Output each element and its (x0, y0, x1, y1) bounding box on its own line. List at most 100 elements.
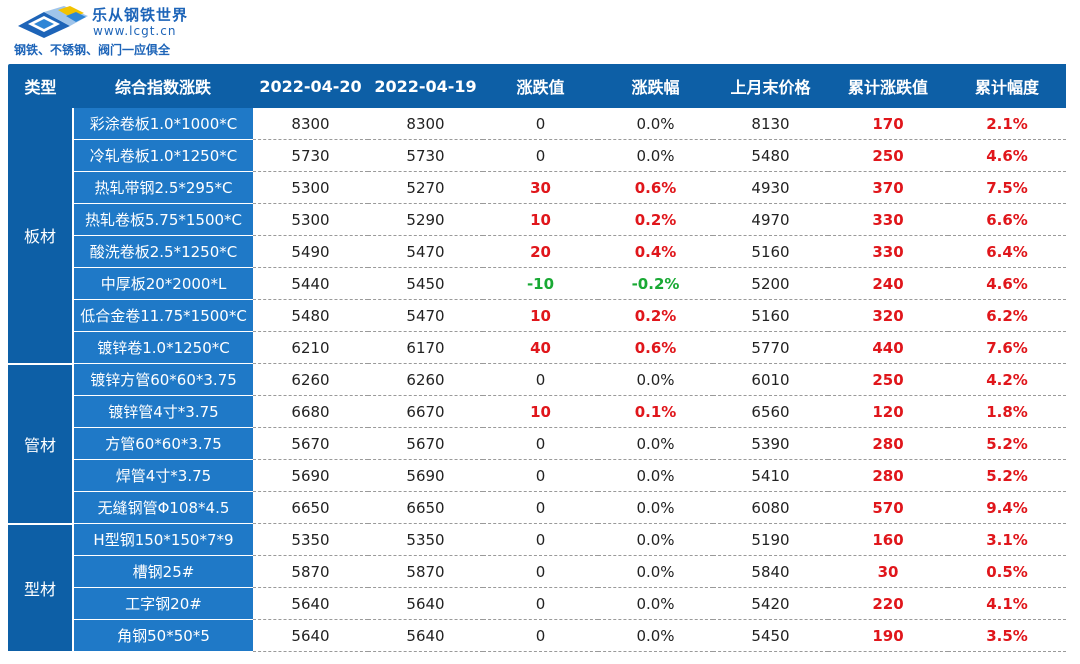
product-name[interactable]: 镀锌管4寸*3.75 (73, 395, 253, 428)
col-header-change-pct: 涨跌幅 (598, 64, 713, 108)
cum-pct: 3.5% (948, 619, 1066, 652)
product-name[interactable]: 角钢50*50*5 (73, 619, 253, 652)
price-date1: 5300 (253, 203, 368, 236)
col-header-cum-pct: 累计幅度 (948, 64, 1066, 108)
price-date1: 5640 (253, 619, 368, 652)
cum-change: 220 (828, 587, 948, 620)
price-date2: 5350 (368, 523, 483, 556)
category-cell: 管材 (8, 363, 74, 525)
table-body: 板材 彩涂卷板1.0*1000*C 8300 8300 0 0.0% 8130 170 2.1%… (8, 108, 1066, 653)
product-name[interactable]: 热轧带钢2.5*295*C (73, 171, 253, 204)
col-header-index: 综合指数涨跌 (73, 64, 253, 108)
cum-pct: 7.5% (948, 171, 1066, 204)
price-date2: 6170 (368, 331, 483, 364)
price-date2: 5640 (368, 587, 483, 620)
brand-url[interactable]: www.lcgt.cn (93, 24, 177, 38)
lcgt-logo-icon (18, 6, 88, 38)
brand-name[interactable]: 乐从钢铁世界 (92, 6, 189, 24)
cum-change: 330 (828, 203, 948, 236)
price-date2: 6260 (368, 363, 483, 396)
product-name[interactable]: 槽钢25# (73, 555, 253, 588)
change-value: 20 (483, 235, 598, 268)
change-value: 0 (483, 619, 598, 652)
product-name[interactable]: H型钢150*150*7*9 (73, 523, 253, 556)
price-date1: 8300 (253, 108, 368, 140)
cum-pct: 6.6% (948, 203, 1066, 236)
steel-price-table: 类型 综合指数涨跌 2022-04-20 2022-04-19 涨跌值 涨跌幅 … (8, 64, 1066, 653)
table-row: 角钢50*50*5 5640 5640 0 0.0% 5450 190 3.5% (8, 619, 1066, 652)
product-name[interactable]: 镀锌卷1.0*1250*C (73, 331, 253, 364)
cum-pct: 6.4% (948, 235, 1066, 268)
product-name[interactable]: 热轧卷板5.75*1500*C (73, 203, 253, 236)
table-row: 槽钢25# 5870 5870 0 0.0% 5840 30 0.5% (8, 555, 1066, 588)
price-date1: 6260 (253, 363, 368, 396)
site-header: 乐从钢铁世界 www.lcgt.cn 钢铁、不锈钢、阀门一应俱全 (0, 0, 1080, 62)
price-date1: 6650 (253, 491, 368, 524)
last-month-price: 5450 (713, 619, 828, 652)
price-date2: 5470 (368, 299, 483, 332)
col-header-date2: 2022-04-19 (368, 64, 483, 108)
table-row: 镀锌管4寸*3.75 6680 6670 10 0.1% 6560 120 1.8% (8, 395, 1066, 428)
change-value: 0 (483, 459, 598, 492)
cum-pct: 4.6% (948, 267, 1066, 300)
col-header-cum-change: 累计涨跌值 (828, 64, 948, 108)
change-pct: 0.0% (598, 427, 713, 460)
price-date2: 5640 (368, 619, 483, 652)
table-row: 方管60*60*3.75 5670 5670 0 0.0% 5390 280 5.2% (8, 427, 1066, 460)
product-name[interactable]: 酸洗卷板2.5*1250*C (73, 235, 253, 268)
table-row: 焊管4寸*3.75 5690 5690 0 0.0% 5410 280 5.2% (8, 459, 1066, 492)
change-value: 0 (483, 491, 598, 524)
price-date2: 5270 (368, 171, 483, 204)
product-name[interactable]: 镀锌方管60*60*3.75 (73, 363, 253, 396)
change-pct: 0.0% (598, 139, 713, 172)
change-pct: 0.0% (598, 108, 713, 140)
change-value: 0 (483, 108, 598, 140)
col-header-date1: 2022-04-20 (253, 64, 368, 108)
cum-pct: 1.8% (948, 395, 1066, 428)
change-value: 0 (483, 523, 598, 556)
cum-change: 250 (828, 139, 948, 172)
product-name[interactable]: 无缝钢管Φ108*4.5 (73, 491, 253, 524)
change-value: 30 (483, 171, 598, 204)
cum-pct: 3.1% (948, 523, 1066, 556)
col-header-change: 涨跌值 (483, 64, 598, 108)
product-name[interactable]: 冷轧卷板1.0*1250*C (73, 139, 253, 172)
cum-pct: 4.6% (948, 139, 1066, 172)
cum-pct: 9.4% (948, 491, 1066, 524)
cum-pct: 6.2% (948, 299, 1066, 332)
change-pct: 0.1% (598, 395, 713, 428)
table-row: 低合金卷11.75*1500*C 5480 5470 10 0.2% 5160 320 6.2… (8, 299, 1066, 332)
product-name[interactable]: 中厚板20*2000*L (73, 267, 253, 300)
price-date1: 5670 (253, 427, 368, 460)
table-header-row: 类型 综合指数涨跌 2022-04-20 2022-04-19 涨跌值 涨跌幅 … (8, 64, 1066, 108)
cum-change: 120 (828, 395, 948, 428)
cum-pct: 4.1% (948, 587, 1066, 620)
last-month-price: 8130 (713, 108, 828, 140)
last-month-price: 5480 (713, 139, 828, 172)
last-month-price: 5390 (713, 427, 828, 460)
change-pct: 0.0% (598, 523, 713, 556)
change-pct: 0.2% (598, 299, 713, 332)
category-cell: 型材 (8, 523, 74, 653)
product-name[interactable]: 方管60*60*3.75 (73, 427, 253, 460)
change-pct: -0.2% (598, 267, 713, 300)
change-pct: 0.0% (598, 459, 713, 492)
product-name[interactable]: 彩涂卷板1.0*1000*C (73, 108, 253, 140)
price-date1: 5870 (253, 555, 368, 588)
price-date2: 8300 (368, 108, 483, 140)
table-row: 热轧卷板5.75*1500*C 5300 5290 10 0.2% 4970 330 6.6% (8, 203, 1066, 236)
product-name[interactable]: 工字钢20# (73, 587, 253, 620)
change-value: 10 (483, 203, 598, 236)
change-value: 10 (483, 299, 598, 332)
product-name[interactable]: 焊管4寸*3.75 (73, 459, 253, 492)
table-row: 无缝钢管Φ108*4.5 6650 6650 0 0.0% 6080 570 9.4% (8, 491, 1066, 524)
cum-change: 330 (828, 235, 948, 268)
table-row: 冷轧卷板1.0*1250*C 5730 5730 0 0.0% 5480 250 4.6% (8, 139, 1066, 172)
col-header-type: 类型 (8, 64, 73, 108)
price-date1: 5350 (253, 523, 368, 556)
cum-change: 320 (828, 299, 948, 332)
cum-change: 190 (828, 619, 948, 652)
change-pct: 0.0% (598, 363, 713, 396)
product-name[interactable]: 低合金卷11.75*1500*C (73, 299, 253, 332)
cum-change: 30 (828, 555, 948, 588)
